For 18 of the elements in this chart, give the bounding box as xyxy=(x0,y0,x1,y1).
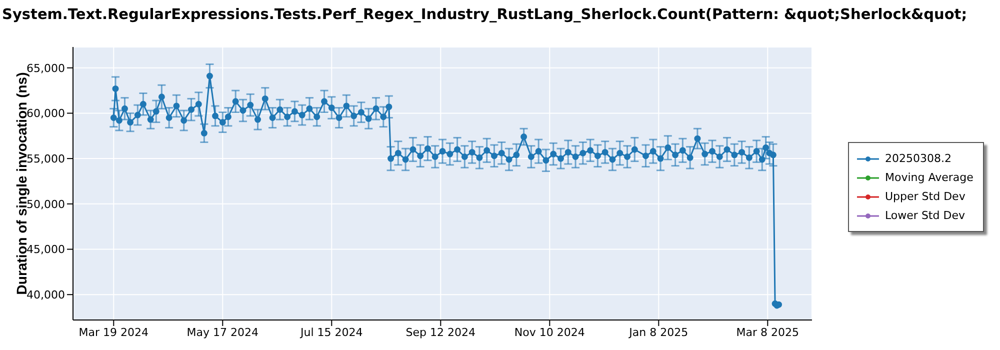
x-tick-label: Sep 12 2024 xyxy=(406,326,476,339)
legend-label: Moving Average xyxy=(885,171,974,184)
legend-label: 20250308.2 xyxy=(885,152,952,165)
chart-title: System.Text.RegularExpressions.Tests.Perf_Regex_Industry_RustLang_Sherlock.Count(Pattern: &quot;Sherlock&quot; xyxy=(2,7,968,23)
x-tick-label: May 17 2024 xyxy=(186,326,259,339)
legend-label: Upper Std Dev xyxy=(885,190,966,203)
y-tick-label: 60,000 xyxy=(26,107,65,120)
x-tick-label: Jul 15 2024 xyxy=(300,326,363,339)
y-tick-label: 65,000 xyxy=(26,62,65,75)
y-tick-label: 50,000 xyxy=(26,198,65,211)
x-tick-label: Jan 8 2025 xyxy=(628,326,688,339)
y-tick-label: 45,000 xyxy=(26,243,65,256)
x-tick-label: Mar 19 2024 xyxy=(78,326,149,339)
legend-label: Lower Std Dev xyxy=(885,209,965,222)
y-tick-label: 55,000 xyxy=(26,152,65,166)
x-tick-label: Mar 8 2025 xyxy=(736,326,800,339)
y-tick-label: 40,000 xyxy=(26,288,65,302)
x-tick-label: Nov 10 2024 xyxy=(514,326,585,339)
